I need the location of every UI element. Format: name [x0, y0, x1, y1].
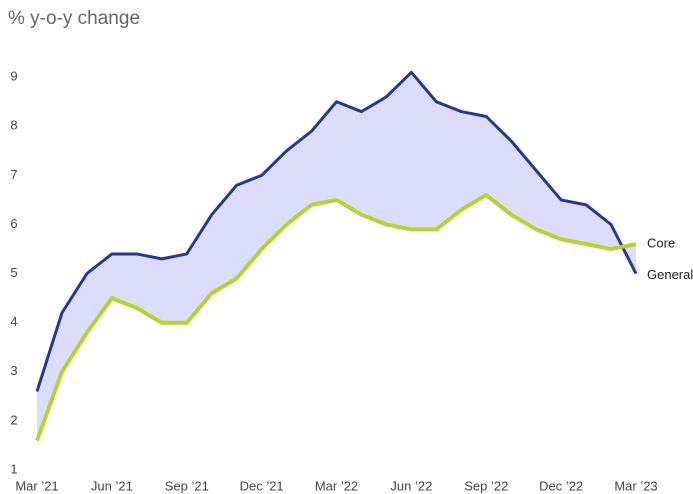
y-tick-label: 8: [10, 118, 17, 133]
x-tick-label: Sep ’21: [165, 478, 209, 493]
series-label: General: [647, 267, 693, 282]
series-line: [35, 70, 638, 392]
x-tick-label: Dec ’22: [539, 478, 583, 493]
series-line: [35, 193, 637, 442]
x-tick-label: Mar ’23: [614, 478, 657, 493]
x-tick-label: Jun ’22: [390, 478, 432, 493]
band-fill: [37, 72, 636, 441]
y-tick-label: 4: [10, 314, 17, 329]
x-tick-label: Jun ’21: [91, 478, 133, 493]
x-tick-label: Dec ’21: [240, 478, 284, 493]
x-tick-label: Mar ’22: [315, 478, 358, 493]
series-label: Core: [647, 236, 675, 251]
y-tick-label: 1: [10, 461, 17, 476]
y-tick-label: 6: [10, 216, 17, 231]
chart-title: % y-o-y change: [8, 8, 140, 29]
y-tick-label: 7: [10, 167, 17, 182]
y-tick-label: 2: [10, 412, 17, 427]
y-tick-label: 5: [10, 265, 17, 280]
x-tick-label: Mar ’21: [15, 478, 58, 493]
y-tick-label: 9: [10, 69, 17, 84]
y-tick-label: 3: [10, 363, 17, 378]
x-tick-label: Sep ’22: [464, 478, 508, 493]
